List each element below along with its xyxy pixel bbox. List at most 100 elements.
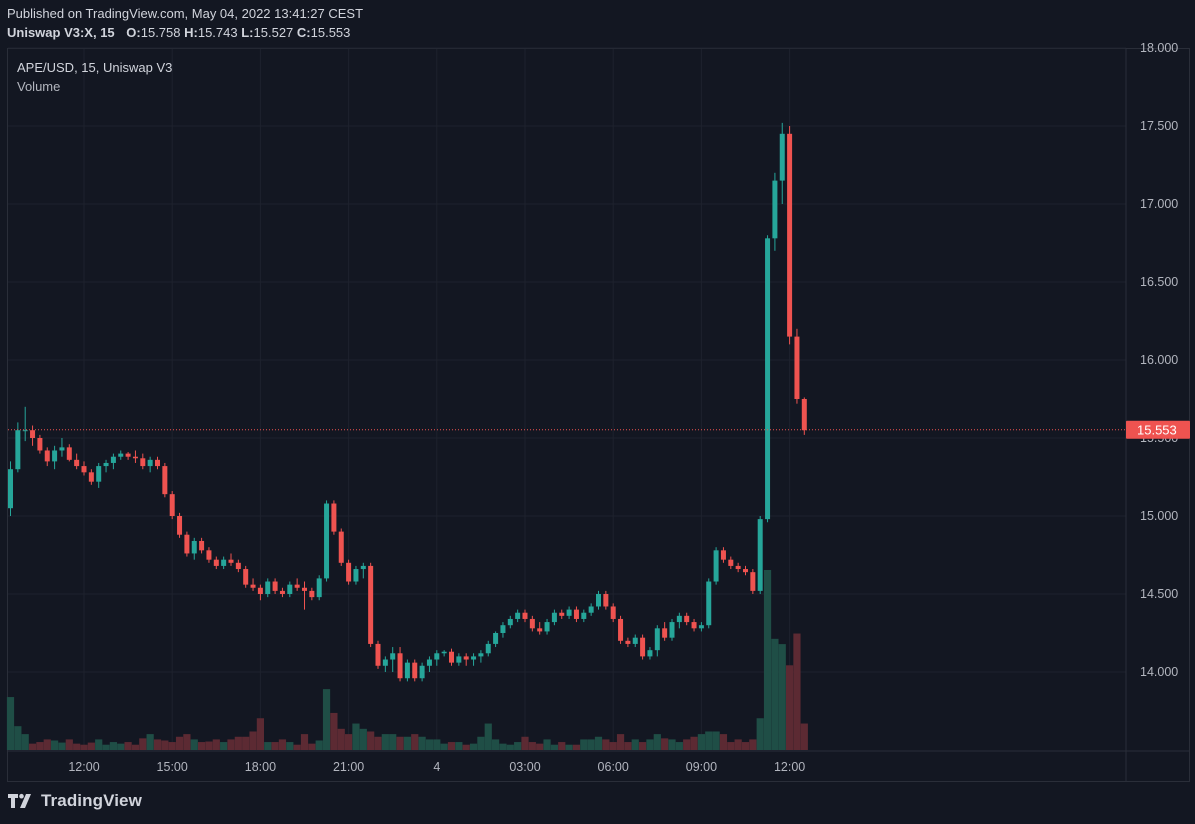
candle-body[interactable] [559, 612, 565, 616]
candle-body[interactable] [404, 662, 410, 679]
candle-body[interactable] [265, 581, 271, 594]
candle-body[interactable] [338, 531, 344, 563]
candle-body[interactable] [169, 494, 175, 516]
candle-body[interactable] [765, 238, 771, 520]
candle-body[interactable] [419, 665, 425, 679]
candle-body[interactable] [507, 618, 513, 626]
candle-body[interactable] [603, 594, 609, 607]
candle-body[interactable] [37, 438, 43, 451]
candle-body[interactable] [529, 618, 535, 629]
candle-body[interactable] [59, 447, 65, 451]
legend-symbol[interactable]: APE/USD, 15, Uniswap V3 [17, 60, 173, 75]
tradingview-logo[interactable]: TradingView [7, 791, 142, 811]
candle-body[interactable] [610, 606, 616, 619]
candle-body[interactable] [140, 458, 146, 467]
candle-body[interactable] [500, 625, 506, 633]
candle-body[interactable] [750, 572, 756, 591]
candle-body[interactable] [698, 625, 704, 629]
candle-body[interactable] [206, 550, 212, 560]
candle-body[interactable] [794, 336, 800, 399]
candle-body[interactable] [449, 651, 454, 663]
candle-body[interactable] [456, 656, 462, 663]
candle-body[interactable] [272, 581, 278, 591]
candle-body[interactable] [625, 640, 631, 644]
candle-body[interactable] [412, 662, 418, 679]
candle-body[interactable] [684, 615, 690, 623]
candle-body[interactable] [662, 628, 668, 638]
candle-body[interactable] [44, 450, 50, 462]
candle-body[interactable] [375, 643, 381, 666]
candle-body[interactable] [81, 466, 87, 473]
candle-body[interactable] [243, 569, 249, 585]
candle-body[interactable] [294, 584, 300, 588]
candle-body[interactable] [221, 559, 227, 566]
candle-body[interactable] [478, 653, 484, 657]
candle-body[interactable] [566, 609, 572, 616]
candle-body[interactable] [691, 622, 697, 629]
candle-body[interactable] [632, 637, 638, 644]
candle-body[interactable] [88, 472, 94, 482]
candle-body[interactable] [250, 584, 256, 588]
candle-body[interactable] [15, 430, 21, 470]
candle-body[interactable] [713, 550, 719, 582]
candle-body[interactable] [132, 456, 138, 459]
candle-body[interactable] [485, 643, 491, 654]
candle-body[interactable] [110, 456, 116, 463]
candle-body[interactable] [74, 459, 80, 467]
candle-body[interactable] [515, 612, 521, 619]
candle-body[interactable] [596, 594, 601, 607]
candle-body[interactable] [640, 637, 646, 657]
candle-body[interactable] [368, 565, 374, 644]
candle-body[interactable] [316, 578, 322, 598]
candle-body[interactable] [669, 622, 675, 638]
candle-body[interactable] [706, 581, 712, 626]
candle-body[interactable] [228, 559, 234, 563]
candle-body[interactable] [147, 459, 153, 467]
candle-body[interactable] [125, 453, 131, 457]
candle-body[interactable] [213, 559, 219, 566]
candle-body[interactable] [441, 651, 447, 654]
candle-body[interactable] [184, 534, 190, 554]
candle-body[interactable] [382, 659, 388, 666]
candle-body[interactable] [257, 587, 263, 594]
candle-body[interactable] [522, 612, 528, 619]
candle-body[interactable] [346, 562, 352, 582]
candle-body[interactable] [493, 633, 499, 644]
candle-body[interactable] [618, 618, 624, 641]
candle-body[interactable] [177, 516, 183, 535]
candle-body[interactable] [103, 462, 109, 467]
candle-body[interactable] [302, 587, 307, 591]
candle-body[interactable] [735, 565, 741, 570]
candle-body[interactable] [30, 430, 36, 438]
candle-body[interactable] [647, 650, 653, 657]
candle-body[interactable] [8, 469, 13, 509]
candle-body[interactable] [155, 459, 160, 467]
candle-body[interactable] [199, 540, 205, 551]
candle-body[interactable] [728, 559, 734, 566]
candle-body[interactable] [537, 628, 543, 632]
candle-body[interactable] [52, 450, 58, 462]
candle-body[interactable] [743, 569, 748, 573]
candle-body[interactable] [551, 612, 557, 623]
candle-body[interactable] [191, 540, 197, 554]
candle-body[interactable] [162, 466, 168, 495]
candle-body[interactable] [96, 466, 102, 482]
candle-body[interactable] [287, 584, 293, 594]
candle-body[interactable] [118, 453, 124, 457]
candle-body[interactable] [779, 133, 785, 181]
candle-body[interactable] [676, 615, 682, 623]
candle-body[interactable] [471, 656, 477, 660]
candle-body[interactable] [787, 133, 793, 337]
candle-body[interactable] [397, 653, 403, 679]
candle-body[interactable] [390, 653, 396, 660]
legend-volume[interactable]: Volume [17, 79, 61, 94]
candle-body[interactable] [434, 653, 440, 660]
candle-body[interactable] [757, 519, 763, 591]
candle-body[interactable] [426, 659, 432, 666]
candle-body[interactable] [331, 503, 337, 532]
candle-body[interactable] [279, 590, 285, 594]
candle-body[interactable] [581, 612, 587, 619]
candle-body[interactable] [353, 569, 359, 582]
candle-body[interactable] [720, 550, 726, 560]
candle-body[interactable] [66, 447, 72, 460]
